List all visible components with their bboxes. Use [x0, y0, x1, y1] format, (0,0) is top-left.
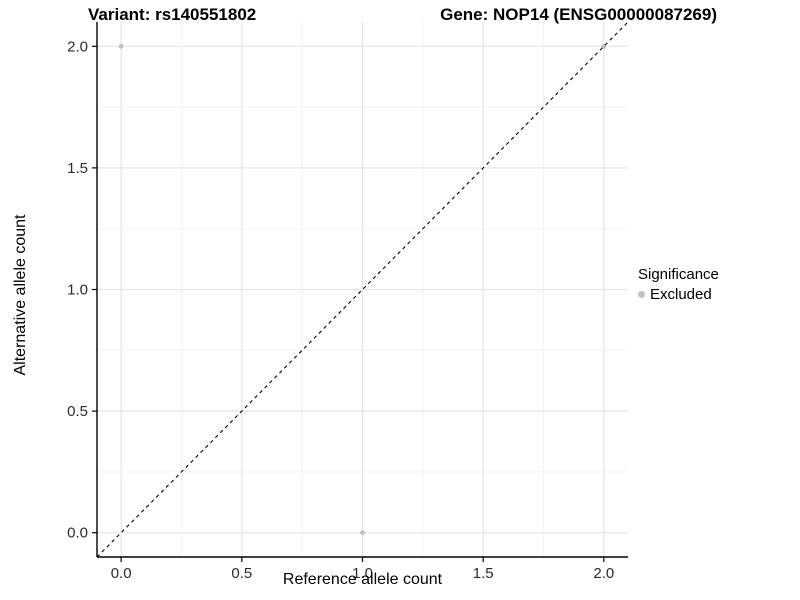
- legend-point-icon: [638, 291, 645, 298]
- legend: Significance Excluded: [638, 266, 719, 303]
- data-point: [118, 43, 124, 49]
- x-tick-label: 1.5: [473, 565, 494, 582]
- legend-title: Significance: [638, 266, 719, 283]
- x-tick-label: 1.0: [352, 565, 373, 582]
- data-point: [360, 530, 365, 536]
- y-tick-label: 2.0: [67, 38, 88, 55]
- x-axis-label: Reference allele count: [282, 571, 443, 588]
- plot-title: Variant: rs140551802 Gene: NOP14 (ENSG00…: [88, 5, 717, 25]
- y-tick-label: 1.0: [67, 282, 88, 299]
- legend-item-excluded: Excluded: [638, 286, 719, 303]
- x-tick-label: 0.5: [231, 565, 252, 582]
- y-tick-label: 0.5: [67, 403, 88, 420]
- legend-item-label: Excluded: [650, 286, 712, 303]
- y-tick-label: 1.5: [67, 160, 88, 177]
- x-tick-label: 2.0: [593, 565, 614, 582]
- y-axis-label: Alternative allele count: [12, 214, 29, 376]
- x-tick-label: 0.0: [111, 565, 132, 582]
- y-tick-label: 0.0: [67, 525, 88, 542]
- variant-title: Variant: rs140551802: [88, 5, 257, 24]
- gene-title: Gene: NOP14 (ENSG00000087269): [440, 5, 717, 24]
